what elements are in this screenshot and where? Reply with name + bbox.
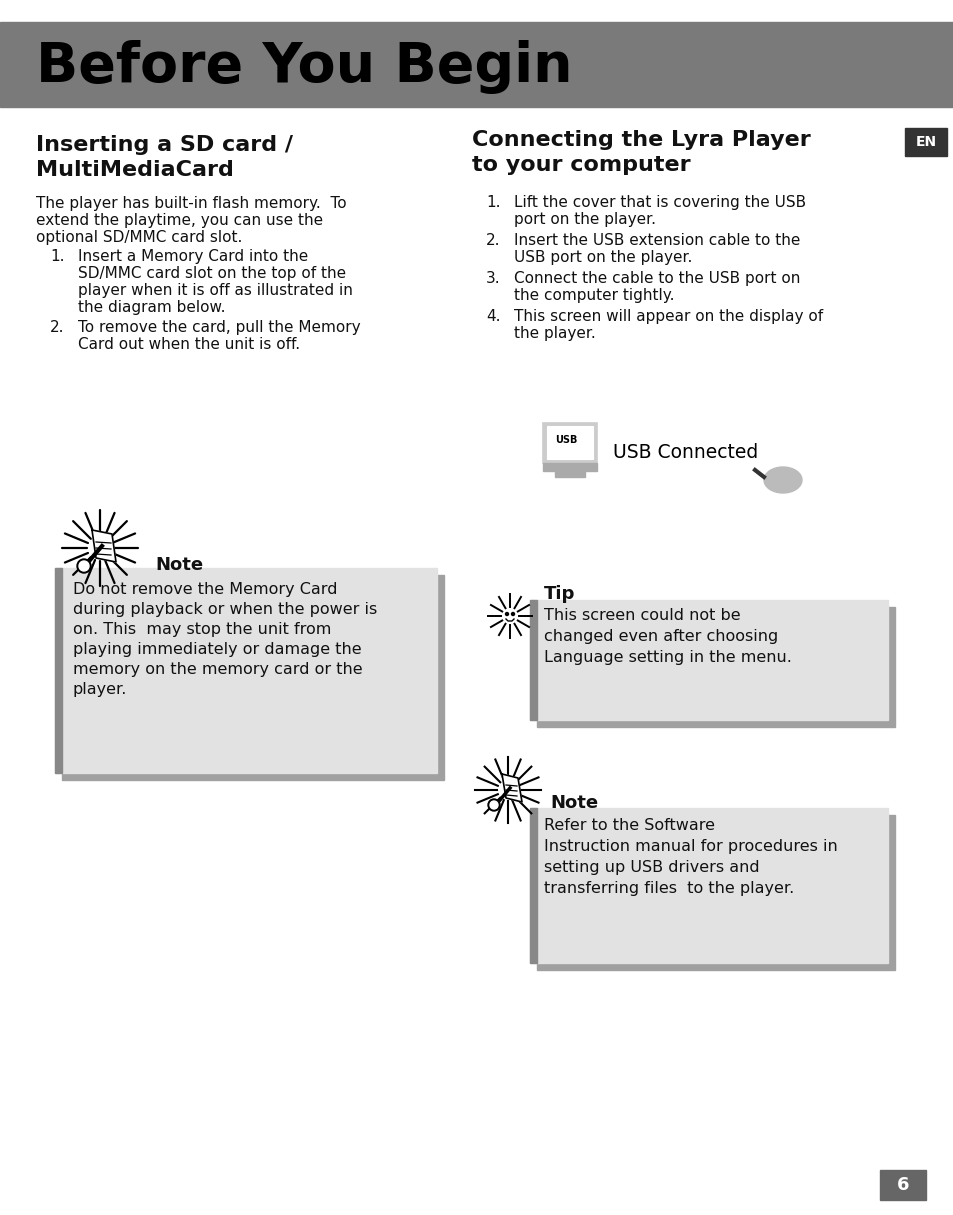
Text: To remove the card, pull the Memory: To remove the card, pull the Memory (78, 320, 360, 335)
Bar (904, 128, 946, 156)
Text: player.: player. (73, 682, 128, 697)
Bar (55, 567, 436, 773)
Bar (530, 808, 887, 963)
Text: Note: Note (550, 793, 598, 812)
Text: Connect the cable to the USB port on: Connect the cable to the USB port on (514, 271, 800, 286)
Text: Note: Note (154, 556, 203, 573)
Text: USB Connected: USB Connected (613, 443, 758, 463)
Bar (546, 426, 593, 459)
Text: playing immediately or damage the: playing immediately or damage the (73, 642, 361, 657)
Text: Tip: Tip (543, 584, 575, 603)
Text: to your computer: to your computer (472, 156, 690, 175)
Text: 6: 6 (896, 1176, 908, 1194)
Text: USB: USB (555, 435, 577, 445)
Bar (879, 1170, 925, 1200)
Text: Refer to the Software: Refer to the Software (543, 818, 714, 833)
Circle shape (488, 799, 499, 810)
Text: USB port on the player.: USB port on the player. (514, 250, 692, 265)
Ellipse shape (763, 467, 801, 493)
Text: Lift the cover that is covering the USB: Lift the cover that is covering the USB (514, 194, 805, 210)
Text: player when it is off as illustrated in: player when it is off as illustrated in (78, 283, 353, 298)
Text: 2.: 2. (50, 320, 65, 335)
Circle shape (505, 612, 508, 616)
Circle shape (77, 559, 91, 573)
Circle shape (511, 612, 514, 616)
Circle shape (498, 605, 520, 627)
Polygon shape (501, 774, 521, 802)
Bar (0, 22, 953, 107)
Text: The player has built-in flash memory.  To: The player has built-in flash memory. To (36, 196, 346, 211)
Text: Insert the USB extension cable to the: Insert the USB extension cable to the (514, 233, 800, 248)
Text: 1.: 1. (485, 194, 500, 210)
Text: Insert a Memory Card into the: Insert a Memory Card into the (78, 249, 308, 264)
Polygon shape (91, 530, 116, 563)
Bar (555, 471, 584, 477)
Text: 4.: 4. (485, 309, 500, 324)
Bar (537, 608, 894, 727)
Text: SD/MMC card slot on the top of the: SD/MMC card slot on the top of the (78, 266, 346, 281)
Bar (55, 567, 62, 773)
Text: extend the playtime, you can use the: extend the playtime, you can use the (36, 213, 323, 228)
Text: MultiMediaCard: MultiMediaCard (36, 160, 233, 180)
Circle shape (490, 801, 497, 809)
Bar (530, 600, 887, 720)
Text: on. This  may stop the unit from: on. This may stop the unit from (73, 622, 331, 637)
Text: Before You Begin: Before You Begin (36, 40, 572, 94)
Text: memory on the memory card or the: memory on the memory card or the (73, 662, 362, 677)
Text: changed even after choosing: changed even after choosing (543, 629, 778, 644)
Bar (62, 575, 443, 780)
Bar (530, 600, 537, 720)
Text: transferring files  to the player.: transferring files to the player. (543, 881, 794, 895)
Text: 3.: 3. (485, 271, 500, 286)
Bar (542, 423, 597, 463)
Text: during playback or when the power is: during playback or when the power is (73, 601, 376, 617)
Bar (535, 416, 804, 490)
Text: the player.: the player. (514, 326, 595, 341)
Text: Connecting the Lyra Player: Connecting the Lyra Player (472, 130, 810, 149)
Text: port on the player.: port on the player. (514, 211, 656, 227)
Bar (537, 815, 894, 970)
Text: the computer tightly.: the computer tightly. (514, 288, 674, 303)
Text: Instruction manual for procedures in: Instruction manual for procedures in (543, 840, 837, 854)
Text: optional SD/MMC card slot.: optional SD/MMC card slot. (36, 230, 242, 245)
Bar (530, 808, 537, 963)
Text: Do not remove the Memory Card: Do not remove the Memory Card (73, 582, 337, 597)
Text: the diagram below.: the diagram below. (78, 300, 225, 315)
Circle shape (79, 561, 89, 571)
Text: EN: EN (915, 135, 936, 149)
Text: setting up USB drivers and: setting up USB drivers and (543, 860, 759, 875)
Text: This screen will appear on the display of: This screen will appear on the display o… (514, 309, 822, 324)
Text: 2.: 2. (485, 233, 500, 248)
Bar (542, 463, 597, 471)
Text: Inserting a SD card /: Inserting a SD card / (36, 135, 293, 156)
Text: Card out when the unit is off.: Card out when the unit is off. (78, 337, 300, 352)
Text: 1.: 1. (50, 249, 65, 264)
Text: This screen could not be: This screen could not be (543, 608, 740, 623)
Text: Language setting in the menu.: Language setting in the menu. (543, 650, 791, 665)
